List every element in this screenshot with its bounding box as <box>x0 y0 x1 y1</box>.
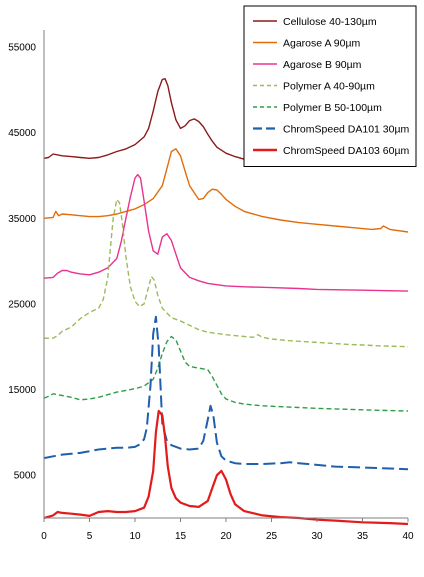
axis-layer: 0 5 10 15 20 25 30 35 40 5000 15000 25000 35000 45000… <box>8 30 414 542</box>
legend-label-chromspeed-da101-30-m: ChromSpeed DA101 30µm <box>283 124 410 136</box>
series-line-agarose-a-90-m <box>43 148 409 233</box>
legend-label-polymer-a-40-90-m: Polymer A 40-90µm <box>283 81 375 93</box>
x-tick-label: 30 <box>311 531 323 542</box>
legend-label-polymer-b-50-100-m: Polymer B 50-100µm <box>283 102 382 114</box>
series-line-agarose-b-90-m <box>43 173 409 292</box>
x-tick-label: 25 <box>266 531 278 542</box>
x-tick-label: 35 <box>357 531 369 542</box>
y-tick-label: 25000 <box>8 299 36 310</box>
x-tick-label: 15 <box>175 531 187 542</box>
y-tick-label: 45000 <box>8 128 36 139</box>
legend-label-agarose-a-90-m: Agarose A 90µm <box>283 38 361 50</box>
series-line-polymer-a-40-90-m <box>44 198 409 348</box>
series-line-chromspeed-da103-60-m <box>43 409 409 526</box>
series-layer <box>43 77 409 526</box>
y-tick-label: 35000 <box>8 214 36 225</box>
y-tick-label: 15000 <box>8 385 36 396</box>
series-line-chromspeed-da101-30-m <box>43 315 409 471</box>
y-tick-label: 5000 <box>14 471 37 482</box>
y-tick-label: 55000 <box>8 43 36 54</box>
x-tick-label: 0 <box>41 531 47 542</box>
legend-label-agarose-b-90-m: Agarose B 90µm <box>283 59 362 71</box>
x-tick-label: 20 <box>220 531 232 542</box>
series-line-polymer-b-50-100-m <box>43 335 409 412</box>
series-line-cellulose-40-130-m <box>43 77 254 162</box>
x-tick-label: 10 <box>129 531 141 542</box>
x-tick-label: 40 <box>402 531 414 542</box>
legend: Cellulose 40-130µm Agarose A 90µm Agarose … <box>243 5 417 167</box>
legend-box <box>243 5 417 167</box>
x-tick-label: 5 <box>87 531 93 542</box>
legend-label-chromspeed-da103-60-m: ChromSpeed DA103 60µm <box>283 145 410 157</box>
legend-label-cellulose-40-130-m: Cellulose 40-130µm <box>283 16 377 28</box>
